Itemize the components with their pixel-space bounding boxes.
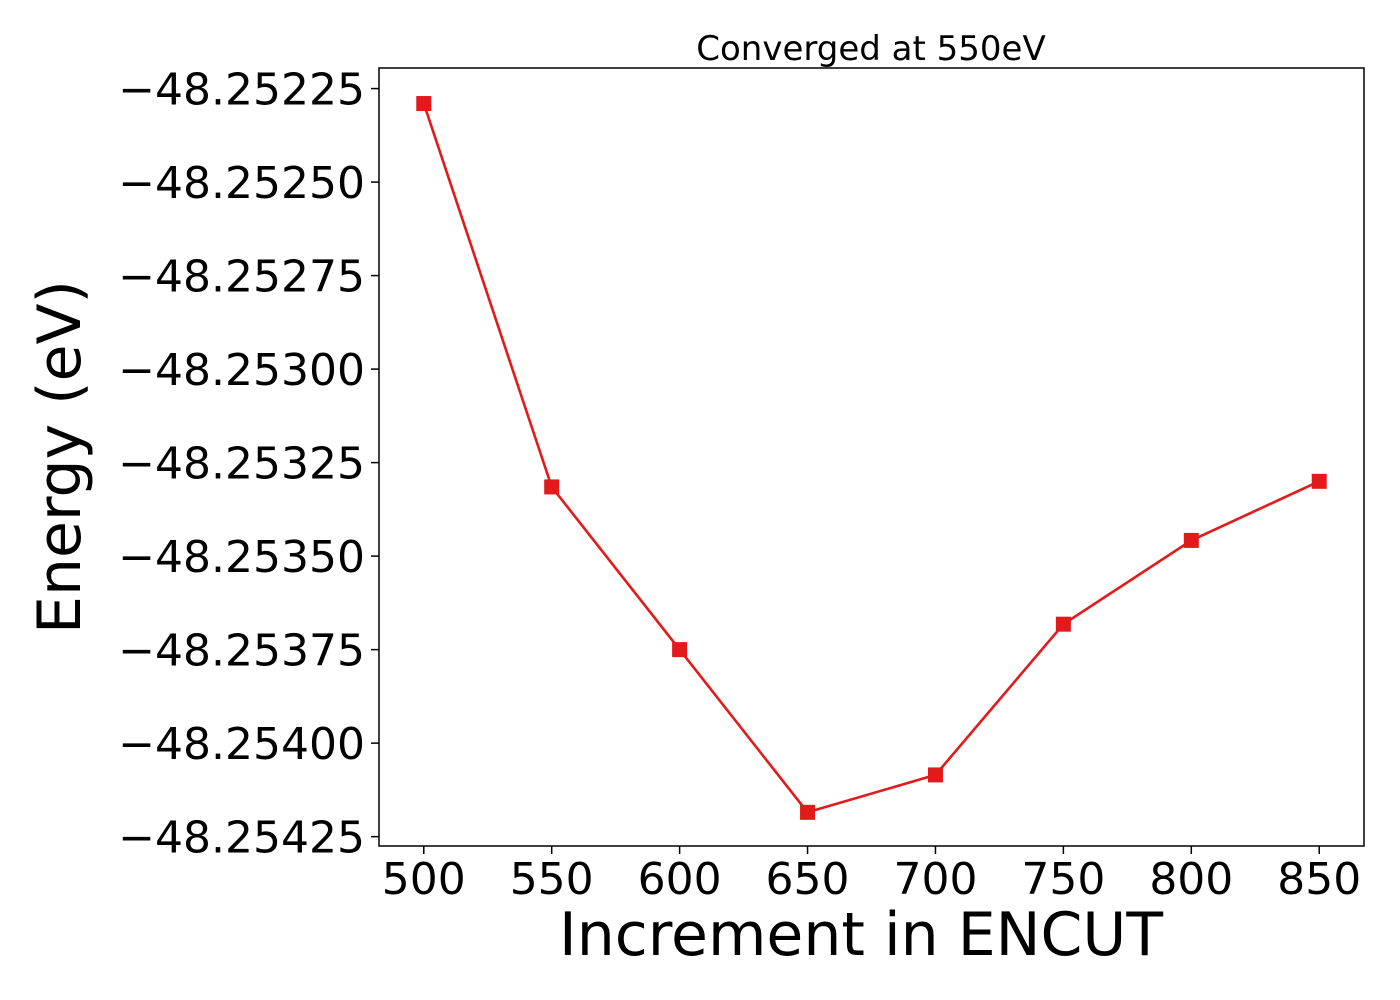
- y-tick-label: −48.25375: [118, 626, 365, 677]
- x-axis: 500 550 600 650 700 750 800 850: [382, 846, 1361, 905]
- y-axis-label: Energy (eV): [25, 280, 95, 634]
- y-tick-label: −48.25250: [118, 158, 365, 209]
- data-point-marker: [416, 96, 432, 112]
- y-tick-label: −48.25225: [118, 65, 365, 116]
- x-tick-label: 800: [1149, 854, 1233, 905]
- data-point-marker: [544, 479, 560, 495]
- x-tick-label: 700: [893, 854, 977, 905]
- y-tick-label: −48.25350: [118, 532, 365, 583]
- x-tick-label: 850: [1277, 854, 1361, 905]
- chart-title: Converged at 550eV: [696, 29, 1045, 69]
- y-axis: −48.25225 −48.25250 −48.25275 −48.25300 −48.…: [118, 65, 379, 864]
- data-point-marker: [800, 804, 816, 820]
- x-tick-label: 600: [638, 854, 722, 905]
- x-tick-label: 650: [766, 854, 850, 905]
- x-tick-label: 750: [1021, 854, 1105, 905]
- data-point-marker: [672, 642, 688, 658]
- x-axis-label: Increment in ENCUT: [559, 900, 1163, 970]
- data-point-marker: [927, 767, 943, 783]
- y-tick-label: −48.25325: [118, 439, 365, 490]
- y-tick-label: −48.25275: [118, 252, 365, 303]
- plot-frame: [378, 67, 1365, 847]
- y-tick-label: −48.25425: [118, 813, 365, 864]
- data-point-marker: [1055, 616, 1071, 632]
- data-point-marker: [1311, 473, 1327, 489]
- y-tick-label: −48.25300: [118, 345, 365, 396]
- data-point-marker: [1183, 532, 1199, 548]
- y-tick-label: −48.25400: [118, 719, 365, 770]
- plot-series: [416, 96, 1327, 820]
- x-tick-label: 550: [510, 854, 594, 905]
- x-tick-label: 500: [382, 854, 466, 905]
- series-line: [422, 103, 1320, 814]
